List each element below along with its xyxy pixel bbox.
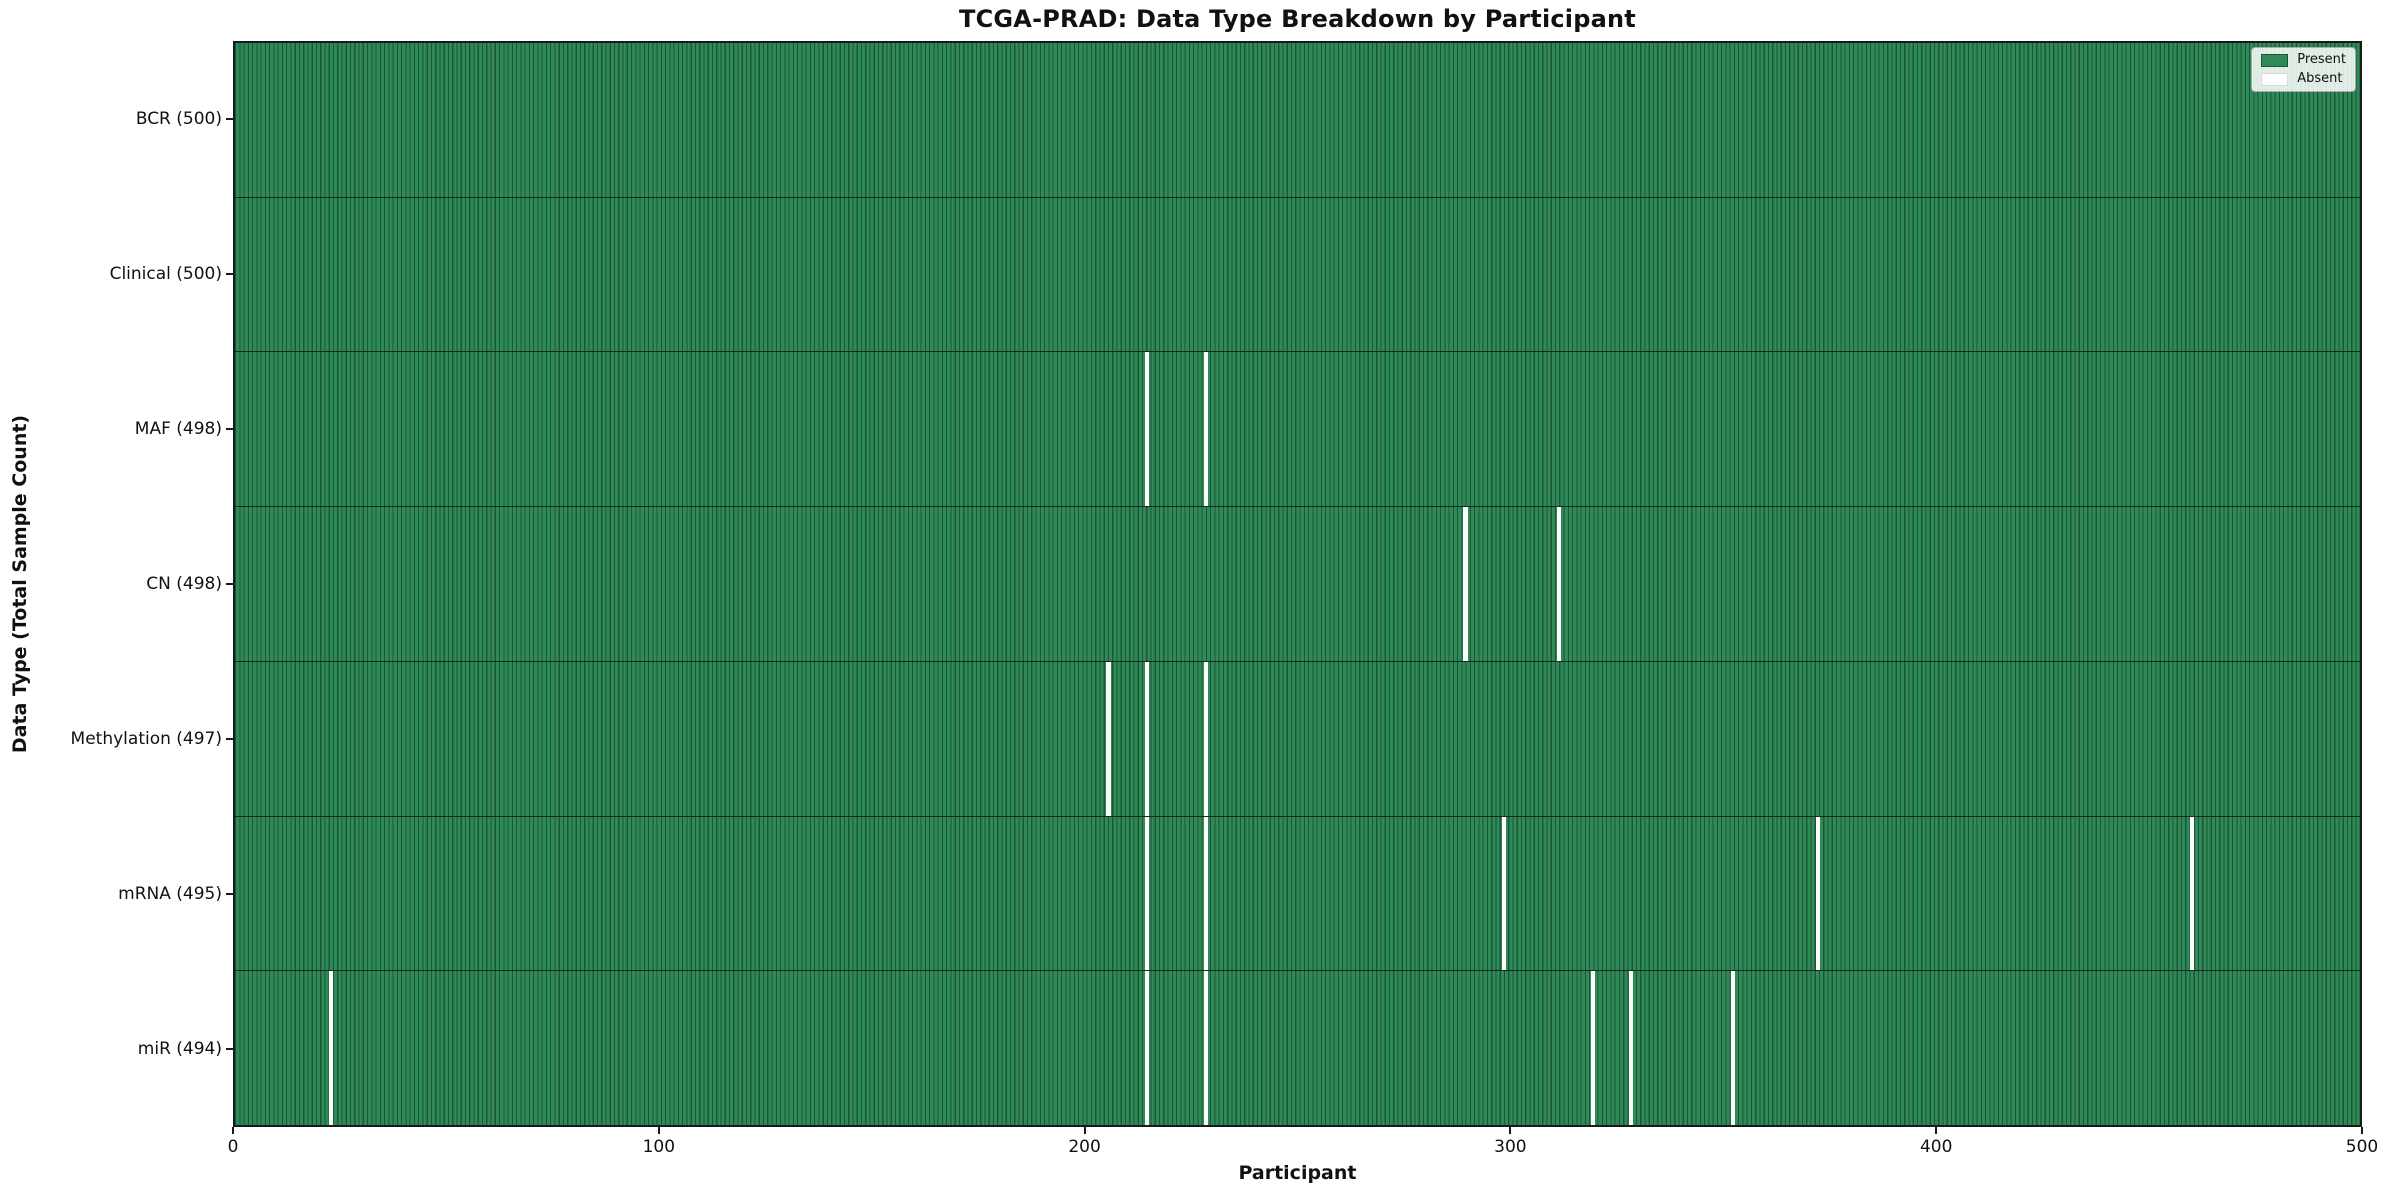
legend-entry-present: Present	[2261, 53, 2346, 67]
row-band-bcr	[235, 43, 2360, 197]
x-tick-label-400: 400	[1919, 1137, 1953, 1157]
x-tick-label-0: 0	[227, 1137, 239, 1157]
chart-title: TCGA-PRAD: Data Type Breakdown by Partic…	[959, 5, 1636, 33]
absent-gap-mir-228	[1204, 971, 1209, 1126]
present-swatch-icon	[2261, 53, 2289, 67]
absent-gap-mrna-460	[2190, 816, 2195, 971]
row-container	[235, 43, 2360, 1126]
absent-gap-mrna-228	[1204, 816, 1209, 971]
x-tick-mark	[1083, 1127, 1086, 1134]
y-tick-mark	[226, 1048, 233, 1051]
row-band-mir	[235, 970, 2360, 1126]
x-tick-mark	[657, 1127, 660, 1134]
y-tick-label-mrna: mRNA (495)	[118, 884, 222, 905]
x-tick-label-200: 200	[1068, 1137, 1101, 1157]
x-tick-mark	[2361, 1127, 2363, 1134]
y-tick-label-mir: miR (494)	[137, 1039, 222, 1060]
absent-gap-mrna-214	[1144, 816, 1149, 971]
legend-entry-absent: Absent	[2261, 72, 2346, 86]
x-tick-mark	[1509, 1127, 1512, 1134]
row-band-mrna	[235, 815, 2360, 971]
row-band-cn	[235, 506, 2360, 661]
absent-gap-maf-228	[1204, 352, 1209, 507]
row-band-maf	[235, 351, 2360, 507]
y-tick-mark	[226, 583, 233, 585]
absent-gap-mrna-298	[1501, 816, 1506, 971]
y-tick-label-maf: MAF (498)	[134, 418, 222, 439]
row-band-clinical	[235, 196, 2360, 352]
absent-gap-methylation-205	[1106, 661, 1111, 816]
absent-gap-methylation-214	[1144, 661, 1149, 816]
absent-gap-mir-352	[1731, 971, 1736, 1126]
x-tick-label-300: 300	[1494, 1137, 1527, 1157]
absent-gap-maf-214	[1144, 352, 1149, 507]
absent-gap-cn-311	[1556, 507, 1561, 661]
legend-present-label: Present	[2297, 52, 2346, 67]
absent-gap-mir-319	[1590, 971, 1595, 1126]
absent-gap-mir-22	[328, 971, 333, 1126]
y-tick-mark	[226, 272, 233, 275]
x-axis-title: Participant	[1238, 1162, 1357, 1184]
absent-swatch-icon	[2261, 72, 2289, 86]
legend: Present Absent	[2251, 47, 2356, 92]
x-tick-label-100: 100	[642, 1137, 676, 1157]
y-tick-label-methylation: Methylation (497)	[70, 729, 222, 750]
x-tick-mark	[232, 1127, 234, 1134]
row-band-methylation	[235, 660, 2360, 816]
x-tick-label-500: 500	[2345, 1137, 2379, 1157]
y-tick-mark	[226, 117, 233, 120]
y-tick-label-clinical: Clinical (500)	[109, 263, 222, 284]
absent-gap-cn-289	[1463, 507, 1468, 661]
y-tick-mark	[226, 427, 233, 430]
y-tick-mark	[226, 893, 233, 896]
y-tick-label-bcr: BCR (500)	[135, 108, 222, 129]
y-tick-label-cn: CN (498)	[146, 574, 222, 594]
y-tick-mark	[226, 738, 233, 741]
x-tick-mark	[1935, 1127, 1938, 1134]
absent-gap-mir-214	[1144, 971, 1149, 1126]
absent-gap-mir-328	[1629, 971, 1634, 1126]
absent-gap-mrna-372	[1816, 816, 1821, 971]
absent-gap-methylation-228	[1204, 661, 1209, 816]
legend-absent-label: Absent	[2297, 71, 2343, 86]
plot-area	[233, 41, 2362, 1127]
